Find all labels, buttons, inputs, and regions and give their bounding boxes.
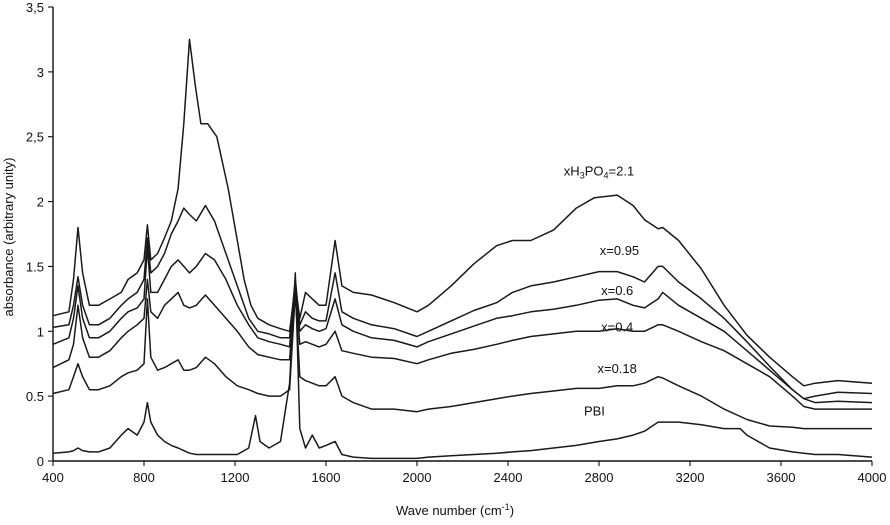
y-tick-label: 0 — [37, 454, 44, 469]
x-tick-label: 2000 — [403, 470, 432, 485]
y-axis-ticks: 0 0.5 1 1.5 2 2,5 3 3,5 — [26, 0, 53, 469]
x-axis-title-main: Wave number (cm — [396, 503, 502, 518]
y-tick-label: 0.5 — [26, 389, 44, 404]
y-tick-label: 1.5 — [26, 259, 44, 274]
annot-x04: x=0.4 — [601, 319, 633, 334]
x-axis-title: Wave number (cm-1) — [396, 502, 514, 518]
axes — [52, 7, 872, 462]
y-axis-title: absorbance (arbitrary unity) — [1, 158, 16, 317]
y-tick-label: 1 — [37, 324, 44, 339]
x-tick-label: 3200 — [676, 470, 705, 485]
y-tick-label: 3,5 — [26, 0, 44, 15]
annot-x095: x=0.95 — [600, 243, 639, 258]
series-line-0 — [52, 38, 873, 387]
x-tick-label: 800 — [133, 470, 155, 485]
series-line-1 — [52, 204, 873, 400]
series-annotations: xH3PO4=2.1 x=0.95 x=0.6 x=0.4 x=0.18 PBI — [564, 164, 639, 419]
series-line-2 — [52, 246, 873, 404]
y-tick-label: 3 — [37, 65, 44, 80]
x-axis-ticks: 400 800 1200 1600 2000 2400 2800 3200 3600 4000 — [42, 461, 886, 485]
x-tick-label: 1200 — [221, 470, 250, 485]
x-tick-label: 3600 — [767, 470, 796, 485]
annot-xh3po4: xH3PO4=2.1 — [564, 164, 634, 181]
x-tick-label: 400 — [42, 470, 64, 485]
annot-x018: x=0.18 — [597, 361, 636, 376]
x-axis-title-sup: -1 — [502, 502, 510, 512]
annot-x06: x=0.6 — [601, 283, 633, 298]
x-tick-label: 2400 — [494, 470, 523, 485]
x-tick-label: 4000 — [858, 470, 887, 485]
x-axis-title-end: ) — [510, 503, 514, 518]
y-tick-label: 2,5 — [26, 130, 44, 145]
series-line-3 — [52, 278, 872, 410]
series-line-4 — [52, 291, 872, 430]
series-line-5 — [52, 272, 873, 460]
y-tick-label: 2 — [37, 195, 44, 210]
series-lines — [52, 38, 873, 460]
annot-pbi: PBI — [584, 404, 605, 419]
x-tick-label: 1600 — [312, 470, 341, 485]
x-tick-label: 2800 — [585, 470, 614, 485]
